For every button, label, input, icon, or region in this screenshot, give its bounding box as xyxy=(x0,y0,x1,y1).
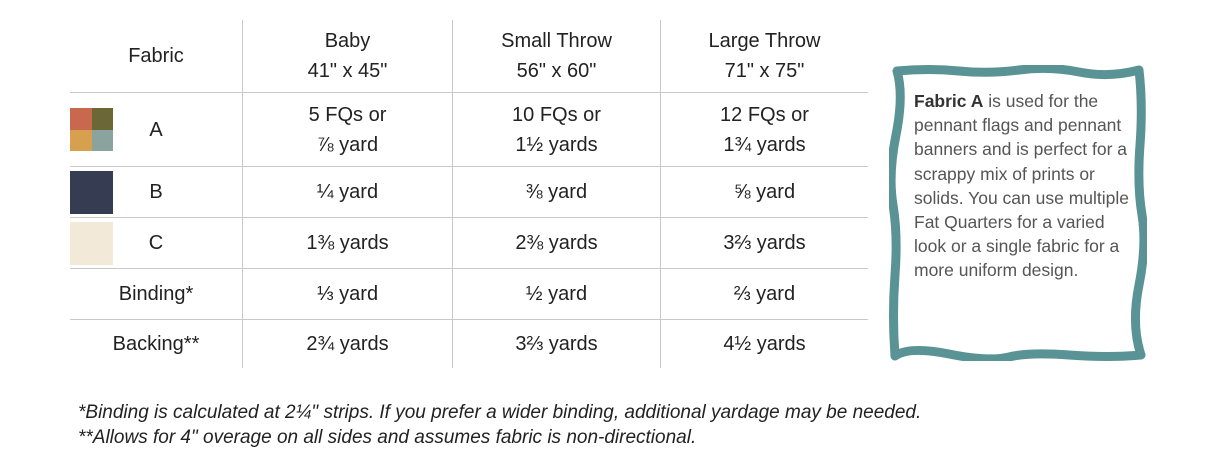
footnotes: *Binding is calculated at 2¼" strips. If… xyxy=(78,400,921,450)
table-cell: 4½ yards xyxy=(660,320,868,368)
cell-value: 4½ yards xyxy=(723,333,806,355)
cell-value: 3⅔ yards xyxy=(515,333,598,355)
cell-line: 10 FQs or xyxy=(512,103,601,126)
note-body: is used for the pennant flags and pennan… xyxy=(914,91,1129,281)
swatch-square xyxy=(91,129,113,151)
footnote-binding: *Binding is calculated at 2¼" strips. If… xyxy=(78,402,922,423)
header-large-throw-size: 71" x 75" xyxy=(724,60,805,82)
header-fabric: Fabric xyxy=(70,20,242,92)
cell-value: ⅔ yard xyxy=(733,283,796,305)
cell-value: ⅝ yard xyxy=(733,181,796,203)
wavy-frame-icon xyxy=(889,65,1147,361)
row-label-cell: B xyxy=(70,167,242,217)
table-cell: ¼ yard xyxy=(242,167,452,217)
table-cell: 2⅜ yards xyxy=(452,218,660,268)
header-small-throw-name: Small Throw xyxy=(501,30,612,52)
header-small-throw-size: 56" x 60" xyxy=(516,60,597,82)
cell-value: 2¾ yards xyxy=(306,333,389,355)
table-cell: ⅜ yard xyxy=(452,167,660,217)
cell-line: ⅞ yard xyxy=(316,133,379,156)
header-small-throw: Small Throw 56" x 60" xyxy=(452,20,660,92)
table-cell: 5 FQs or ⅞ yard xyxy=(242,93,452,166)
row-label: C xyxy=(148,232,164,254)
cell-line: 12 FQs or xyxy=(720,103,809,126)
table-cell: 3⅔ yards xyxy=(660,218,868,268)
cell-value: ⅓ yard xyxy=(316,283,379,305)
note-bold: Fabric A xyxy=(914,91,984,111)
table-cell: ⅔ yard xyxy=(660,269,868,319)
cell-line: 5 FQs or xyxy=(308,103,387,126)
row-label: A xyxy=(149,118,163,141)
table-cell: 12 FQs or 1¾ yards xyxy=(660,93,868,166)
note-frame xyxy=(889,65,1147,361)
table-header-row: Fabric Baby 41" x 45" Small Throw 56" x … xyxy=(70,20,868,93)
swatch-square xyxy=(70,129,92,151)
cell-line: 1½ yards xyxy=(515,133,598,156)
row-label-cell: A xyxy=(70,93,242,166)
row-label: Binding* xyxy=(118,283,194,305)
cell-value: ½ yard xyxy=(525,283,588,305)
header-baby-size: 41" x 45" xyxy=(307,60,388,82)
row-label: Backing** xyxy=(112,333,200,355)
table-row: C 1⅜ yards 2⅜ yards 3⅔ yards xyxy=(70,218,868,269)
table-cell: 1⅜ yards xyxy=(242,218,452,268)
cell-value: 1⅜ yards xyxy=(306,232,389,254)
fabric-b-swatch xyxy=(70,170,113,214)
fabric-c-swatch xyxy=(70,221,113,265)
table-row: A 5 FQs or ⅞ yard 10 FQs or 1½ yards 12 … xyxy=(70,93,868,167)
table-cell: 2¾ yards xyxy=(242,320,452,368)
row-label-cell: C xyxy=(70,218,242,268)
header-fabric-label: Fabric xyxy=(128,45,184,67)
header-large-throw: Large Throw 71" x 75" xyxy=(660,20,868,92)
fabric-requirements-table: Fabric Baby 41" x 45" Small Throw 56" x … xyxy=(70,20,868,368)
row-label-cell: Binding* xyxy=(70,269,242,319)
cell-value: ⅜ yard xyxy=(525,181,588,203)
table-row: Binding* ⅓ yard ½ yard ⅔ yard xyxy=(70,269,868,320)
cell-value: 3⅔ yards xyxy=(723,232,806,254)
table-cell: ⅝ yard xyxy=(660,167,868,217)
table-row: B ¼ yard ⅜ yard ⅝ yard xyxy=(70,167,868,218)
table-row: Backing** 2¾ yards 3⅔ yards 4½ yards xyxy=(70,320,868,368)
row-label-cell: Backing** xyxy=(70,320,242,368)
table-cell: ½ yard xyxy=(452,269,660,319)
header-baby-name: Baby xyxy=(324,30,371,52)
footnote-backing: **Allows for 4" overage on all sides and… xyxy=(78,427,697,448)
row-label: B xyxy=(149,181,163,203)
swatch-square xyxy=(70,108,92,130)
fabric-a-swatch xyxy=(70,108,113,151)
cell-value: ¼ yard xyxy=(316,181,379,203)
table-cell: 10 FQs or 1½ yards xyxy=(452,93,660,166)
swatch-square xyxy=(91,108,113,130)
header-baby: Baby 41" x 45" xyxy=(242,20,452,92)
cell-value: 2⅜ yards xyxy=(515,232,598,254)
cell-line: 1¾ yards xyxy=(723,133,806,156)
table-cell: 3⅔ yards xyxy=(452,320,660,368)
fabric-a-note: Fabric A is used for the pennant flags a… xyxy=(914,89,1139,283)
header-large-throw-name: Large Throw xyxy=(708,30,821,52)
table-cell: ⅓ yard xyxy=(242,269,452,319)
